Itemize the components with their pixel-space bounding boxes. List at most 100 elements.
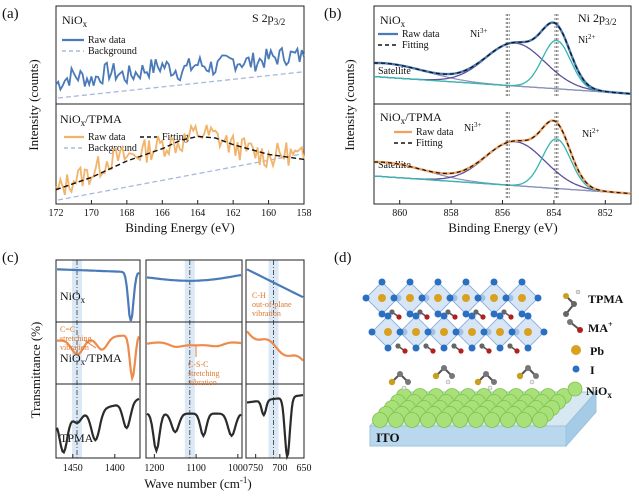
- i-atom-2-3: [418, 294, 426, 302]
- tpma-h-1: [445, 379, 451, 385]
- panel-a-ticklabel-160: 160: [261, 208, 276, 219]
- i-atom-5-2: [518, 310, 526, 318]
- panel-b-top-ni2-label: Ni2+: [578, 33, 596, 46]
- tpma-c2-2: [491, 379, 497, 385]
- ma-c-7: [423, 343, 429, 349]
- ito-substrate-side: [565, 390, 597, 448]
- nio-sphere-50: [468, 412, 484, 428]
- panel-c-anno-csc-1: C-S-C: [188, 360, 208, 369]
- i-atom-7-2: [412, 344, 420, 352]
- panel-b-bottom-legend-fit: Fitting: [416, 138, 443, 149]
- nio-sphere-49: [452, 412, 468, 428]
- i-atom-8-2: [440, 344, 448, 352]
- panel-b-bottom-ni2-label: Ni2+: [582, 127, 600, 140]
- ma-c-1: [417, 309, 423, 315]
- panel-a-bottom-legend-raw: Raw data: [88, 132, 126, 143]
- ma-c-9: [479, 343, 485, 349]
- tpma-c2-1: [449, 373, 455, 379]
- panel-a-bottom-raw-line: [55, 123, 305, 196]
- panel-c-anno-csc-2: stretching: [188, 369, 220, 378]
- panel-b-ticklabel-852: 852: [598, 208, 613, 219]
- i-atom-10-0: [496, 312, 504, 320]
- panel-b-1-ni2-curve: [373, 138, 632, 195]
- i-atom-10-3: [480, 328, 488, 336]
- i-atom-0-3: [362, 294, 370, 302]
- i-atom-1-0: [406, 278, 414, 286]
- panel-b-0-fit-curve: [374, 21, 631, 95]
- panel-a-bottom-background: [57, 153, 303, 201]
- panel-b-ylabel: Intensity (counts): [342, 59, 357, 150]
- panel-b-bottom-ni3-label: Ni3+: [464, 121, 482, 134]
- i-atom-11-0: [524, 312, 532, 320]
- i-atom-11-2: [524, 344, 532, 352]
- tpma-c2-0: [405, 379, 411, 385]
- panel-c-chart: Transmittance (%) Wave number (cm-1) 145…: [28, 259, 312, 491]
- panel-c-seg0-highlight-band: [72, 260, 82, 458]
- nio-sphere-54: [532, 412, 548, 428]
- ma-n-10: [514, 348, 520, 354]
- tpma-h-2: [487, 385, 493, 391]
- i-atom-9-0: [468, 312, 476, 320]
- pb-atom-10: [496, 328, 504, 336]
- panel-d-label: (d): [334, 250, 352, 266]
- legend-pb-label: Pb: [590, 344, 604, 358]
- ito-label: ITO: [376, 430, 400, 445]
- nio-sphere-51: [484, 412, 500, 428]
- panel-c-seg2-highlight-band: [268, 260, 279, 458]
- ma-n-9: [486, 348, 492, 354]
- panel-a-ticklabel-158: 158: [297, 208, 312, 219]
- panel-c-anno-csc-3: vibration: [188, 378, 217, 387]
- panel-b-bottom-curves: [373, 112, 632, 198]
- i-atom-1-2: [406, 310, 414, 318]
- pb-atom-4: [490, 294, 498, 302]
- panel-a-bottom-fit-line: [55, 135, 305, 191]
- panel-a-ticklabel-162: 162: [226, 208, 241, 219]
- panel-c-seg1-ticklabel-1200: 1200: [144, 463, 164, 474]
- panel-c-seg2-ticklabel-700: 700: [272, 463, 287, 474]
- ma-c-2: [445, 309, 451, 315]
- i-atom-6-0: [384, 312, 392, 320]
- panel-c-seg2-tpma-line: [246, 394, 304, 461]
- pb-atom-2: [434, 294, 442, 302]
- panel-c-segments: 1450 1400 1200 1100 1000 750 700 650: [55, 259, 312, 474]
- panel-a-top-background: [57, 71, 303, 99]
- panel-c-anno-cc-arrow: [83, 339, 97, 349]
- ma-n-1: [424, 314, 430, 320]
- panel-c-row-niotpma-label: NiOx/TPMA: [60, 351, 122, 367]
- panel-a-frame: [55, 5, 305, 205]
- panel-a-bottom-legend: Raw data Fitting Background: [64, 132, 189, 154]
- panel-b-xlabel: Binding Energy (eV): [448, 220, 558, 235]
- panel-c-seg0-niox-tpma-line: [57, 334, 141, 383]
- legend-nio-icon: [567, 381, 583, 397]
- panel-b-chart: 860 858 856 854 852 Binding Energy (eV) Inte…: [342, 5, 632, 235]
- panel-a-bottom-legend-bg: Background: [88, 143, 137, 154]
- panel-c-seg2-ticklabel-650: 650: [297, 463, 312, 474]
- i-atom-7-0: [412, 312, 420, 320]
- tpma-h-0: [401, 385, 407, 391]
- i-atom-8-3: [424, 328, 432, 336]
- panel-b-top-legend-fit: Fitting: [402, 40, 429, 51]
- panel-c-seg1-ticklabel-1100: 1100: [186, 463, 206, 474]
- panel-b-bottom-legend-raw: Raw data: [416, 127, 454, 138]
- panel-c-seg0-ticklabel-1400: 1400: [105, 463, 125, 474]
- panel-a-top-legend-raw: Raw data: [88, 35, 126, 46]
- ma-n-2: [452, 314, 458, 320]
- pb-atom-5: [518, 294, 526, 302]
- ma-c-3: [473, 309, 479, 315]
- i-atom-1-3: [390, 294, 398, 302]
- panel-b-bottom-satellite: Satellite: [378, 160, 411, 171]
- legend-pb-icon: [571, 345, 581, 355]
- panel-c-seg2-niox-tpma-line: [246, 330, 304, 362]
- panel-b-top-curves: [373, 14, 632, 98]
- i-atom-7-3: [396, 328, 404, 336]
- nio-sphere-52: [500, 412, 516, 428]
- pb-atom-6: [384, 328, 392, 336]
- nio-sphere-45: [388, 412, 404, 428]
- panel-b-top-sample: NiOx: [380, 13, 406, 29]
- panel-c-seg2-ticklabel-750: 750: [248, 463, 263, 474]
- panel-c-seg1-ticklabel-1000: 1000: [228, 463, 248, 474]
- panel-c-seg1-tpma-line: [146, 412, 242, 455]
- tpma-c-3: [525, 365, 531, 371]
- tpma-c-0: [397, 371, 403, 377]
